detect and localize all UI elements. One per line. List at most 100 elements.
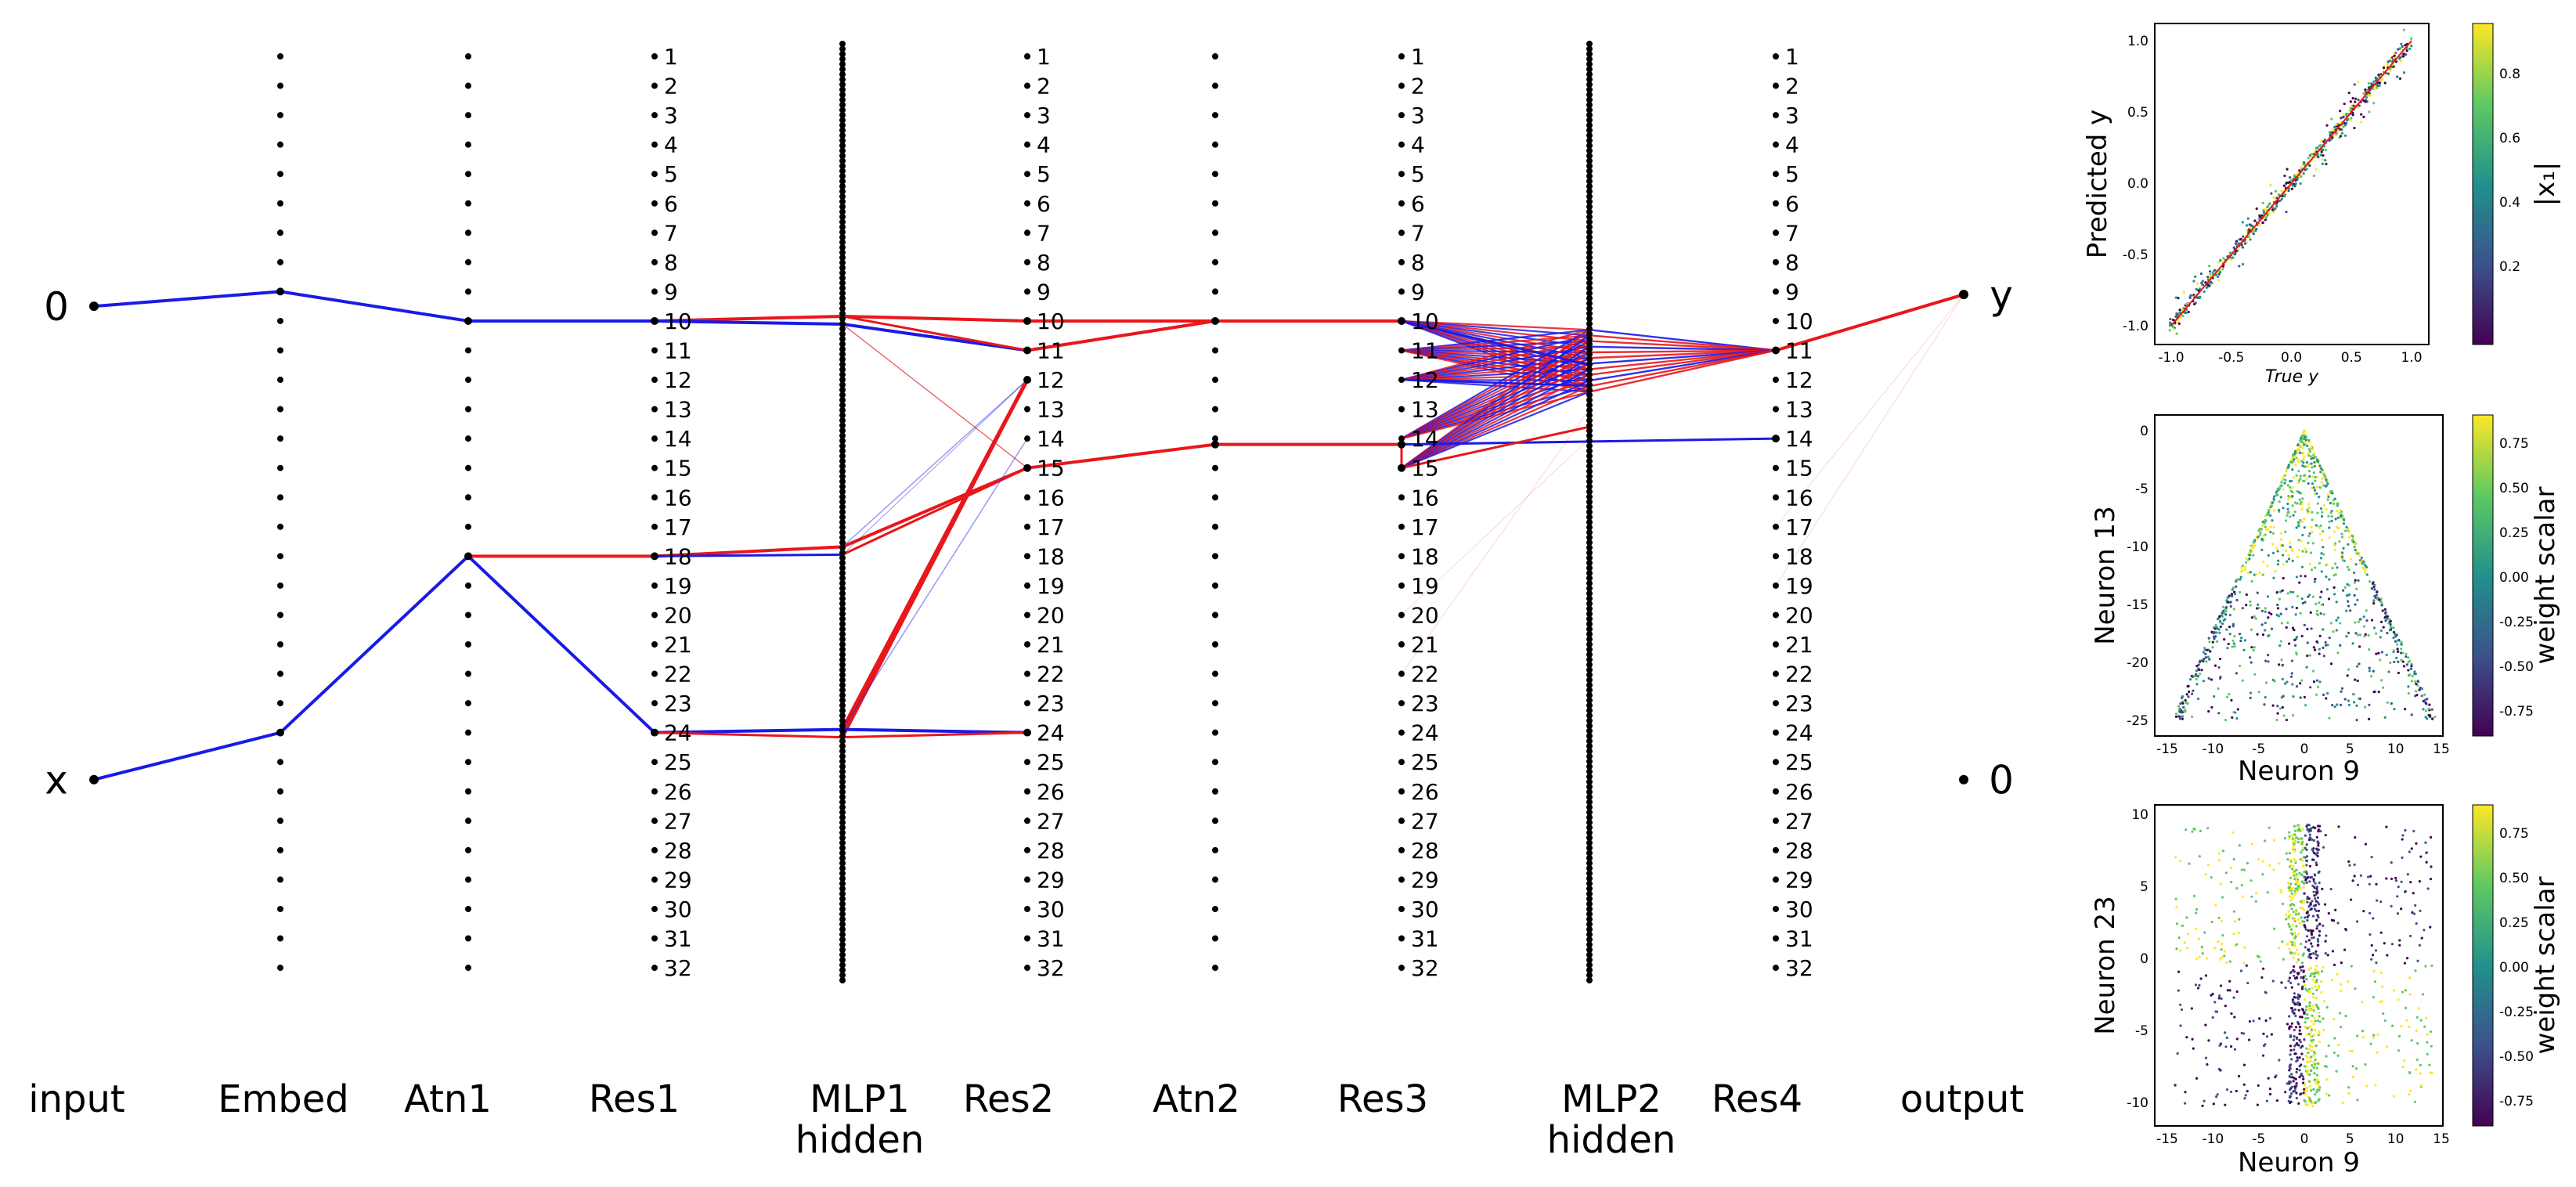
res3-node	[1398, 229, 1405, 236]
scatter-point	[2368, 110, 2371, 114]
res1-node-index: 27	[664, 808, 692, 834]
scatter-point	[2298, 1038, 2301, 1041]
scatter-point	[2321, 887, 2324, 891]
scatter-point	[2288, 925, 2291, 928]
scatter-point	[2312, 471, 2315, 474]
atn1-node	[465, 759, 471, 766]
scatter-point	[2249, 550, 2253, 553]
res4-node-index: 28	[1785, 838, 1813, 864]
mlp1-hidden-node	[839, 92, 846, 98]
scatter-point	[2291, 896, 2294, 900]
scatter-point	[2335, 619, 2338, 622]
scatter-point	[2411, 911, 2414, 914]
scatter-point	[2357, 99, 2360, 102]
mlp1-hidden-node	[839, 534, 846, 541]
scatter-point	[2328, 526, 2331, 529]
x-tick: -10	[2202, 741, 2224, 757]
atn2-node	[1212, 377, 1218, 384]
scatter-point	[2215, 626, 2218, 629]
scatter-point	[2246, 217, 2249, 220]
mlp2-hidden-node	[1586, 330, 1593, 337]
scatter-point	[2286, 168, 2289, 171]
scatter-point	[2305, 460, 2308, 464]
res4-node-index: 7	[1785, 220, 1799, 246]
scatter-point	[2423, 693, 2426, 696]
scatter-point	[2413, 670, 2416, 673]
scatter-point	[2281, 940, 2284, 943]
scatter-point	[2259, 960, 2262, 963]
scatter-point	[2299, 1046, 2303, 1049]
scatter-point	[2181, 715, 2184, 718]
mlp1-hidden-node	[839, 763, 846, 770]
mlp1-hidden-node	[839, 290, 846, 297]
scatter-point	[2322, 646, 2325, 649]
scatter-point	[2289, 175, 2292, 179]
res2-node-index: 22	[1037, 662, 1065, 687]
scatter-point	[2293, 1008, 2297, 1012]
scatter-point	[2322, 503, 2326, 507]
mlp1-hidden-node	[839, 977, 846, 983]
res4-node-index: 9	[1785, 279, 1799, 305]
scatter-point	[2291, 626, 2295, 630]
scatter-point	[2282, 475, 2286, 478]
scatter-point	[2332, 630, 2335, 633]
scatter-point	[2283, 682, 2287, 685]
res2-node	[1024, 171, 1030, 178]
mlp1-hidden-node	[839, 565, 846, 572]
res2-node-index: 18	[1037, 543, 1065, 569]
scatter-point	[2248, 1038, 2251, 1041]
scatter-point	[2194, 301, 2197, 305]
res2-node-index: 14	[1037, 426, 1065, 452]
mlp2-hidden-node	[1586, 758, 1593, 765]
scatter-point	[2311, 1004, 2314, 1008]
colorbar-tick-labels: 0.750.500.250.00-0.25-0.50-0.75	[2499, 826, 2534, 1109]
scatter-point	[2314, 1101, 2318, 1104]
res2-node-index: 25	[1037, 749, 1065, 775]
scatter-point	[2315, 679, 2319, 682]
scatter-point	[2291, 940, 2294, 944]
scatter-point	[2376, 86, 2379, 89]
scatter-point	[2287, 189, 2290, 193]
scatter-point	[2240, 884, 2243, 887]
scatter-point	[2402, 71, 2406, 74]
res4-node	[1773, 523, 1779, 530]
mlp1-hidden-node	[839, 544, 846, 551]
scatter-point	[2327, 1044, 2330, 1048]
scatter-point	[2300, 962, 2304, 965]
scatter-point	[2300, 916, 2303, 919]
scatter-point	[2194, 673, 2198, 676]
scatter-point	[2336, 922, 2340, 925]
scatter-point	[2224, 1045, 2228, 1048]
res3-node	[1398, 523, 1405, 530]
scatter-point	[2245, 557, 2248, 560]
scatter-point	[2394, 640, 2397, 643]
embed-node	[277, 612, 283, 619]
scatter-point	[2398, 943, 2401, 947]
scatter-point	[2231, 622, 2235, 626]
scatter-point	[2385, 877, 2388, 880]
scatter-point	[2307, 463, 2311, 466]
scatter-point	[2312, 1061, 2315, 1064]
res4-node	[1773, 229, 1779, 236]
scatter-point	[2217, 940, 2220, 943]
scatter-point	[2250, 842, 2253, 846]
scatter-point	[2301, 550, 2304, 553]
scatter-point	[2300, 1052, 2304, 1055]
x-tick: -5	[2252, 741, 2265, 757]
scatter-point	[2300, 520, 2304, 524]
scatter-point	[2288, 895, 2292, 898]
scatter-point	[2347, 530, 2351, 533]
scatter-point	[2353, 863, 2356, 867]
scatter-point	[2308, 1008, 2311, 1012]
mlp1-hidden-node	[839, 697, 846, 704]
scatter-point	[2303, 479, 2306, 482]
scatter-point	[2361, 1035, 2365, 1038]
res3-node	[1398, 700, 1405, 707]
mlp2-hidden-node	[1586, 799, 1593, 806]
scatter-point	[2288, 837, 2291, 840]
res2-node-index: 10	[1037, 308, 1065, 334]
scatter-point	[2223, 637, 2226, 641]
scatter-point	[2281, 544, 2284, 547]
scatter-point	[2261, 201, 2264, 204]
